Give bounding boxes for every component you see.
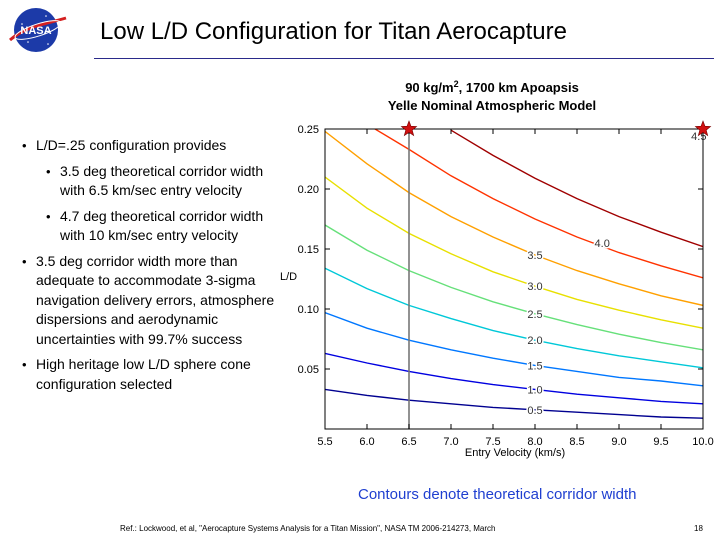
bullet-item: 3.5 deg corridor width more than adequat…: [16, 252, 284, 350]
y-tick-label: 0.15: [298, 244, 319, 256]
bullet-list: L/D=.25 configuration provides 3.5 deg t…: [16, 136, 284, 400]
x-tick-label: 6.0: [359, 436, 374, 448]
bullet-item: High heritage low L/D sphere cone config…: [16, 355, 284, 394]
x-tick-label: 8.0: [527, 436, 542, 448]
chart-title-line-2: Yelle Nominal Atmospheric Model: [388, 98, 596, 113]
y-tick-label: 0.10: [298, 304, 319, 316]
contour-line-4-0: [373, 129, 703, 279]
contour-label: 0.5: [527, 405, 542, 417]
x-tick-label: 7.0: [443, 436, 458, 448]
chart-title-superscript: 2: [454, 79, 459, 89]
y-tick-label: 0.05: [298, 364, 319, 376]
chart-caption: Contours denote theoretical corridor wid…: [358, 486, 637, 503]
x-tick-label: 8.5: [569, 436, 584, 448]
nasa-logo-text: NASA: [20, 25, 51, 37]
page-title: Low L/D Configuration for Titan Aerocapt…: [100, 18, 567, 45]
star-marker: [694, 120, 712, 137]
contour-label: 2.0: [527, 335, 542, 347]
contour-line-1-5: [325, 311, 703, 387]
contour-line-0-5: [325, 388, 703, 419]
contour-line-4-5: [450, 129, 703, 248]
x-tick-label: 10.0: [692, 436, 713, 448]
contour-label: 4.0: [595, 238, 610, 250]
x-tick-label: 9.5: [653, 436, 668, 448]
sub-bullet-item: 3.5 deg theoretical corridor width with …: [16, 162, 284, 201]
y-tick-label: 0.25: [298, 124, 319, 136]
contour-line-2-5: [325, 224, 703, 351]
contour-line-3-5: [325, 130, 703, 307]
star-marker: [400, 120, 418, 137]
page-number: 18: [694, 524, 703, 533]
x-axis-label: Entry Velocity (km/s): [465, 447, 565, 459]
plot-frame: [324, 128, 704, 430]
contour-label: 1.5: [527, 360, 542, 372]
contour-label: 2.5: [527, 309, 542, 321]
reference-citation: Ref.: Lockwood, et al, "Aerocapture Syst…: [120, 524, 496, 533]
x-tick-label: 5.5: [317, 436, 332, 448]
contour-label: 3.0: [527, 281, 542, 293]
contour-line-1-0: [325, 352, 703, 405]
corridor-contour-chart: 90 kg/m2, 1700 km Apoapsis Yelle Nominal…: [280, 79, 714, 459]
contour-label: 3.5: [527, 250, 542, 262]
y-axis-label: L/D: [280, 271, 297, 283]
title-divider: [94, 58, 714, 59]
x-tick-label: 6.5: [401, 436, 416, 448]
x-tick-label: 7.5: [485, 436, 500, 448]
chart-title-line-1: 90 kg/m2, 1700 km Apoapsis: [405, 79, 579, 95]
contour-line-3-0: [325, 176, 703, 329]
sub-bullet-item: 4.7 deg theoretical corridor width with …: [16, 207, 284, 246]
contour-label: 1.0: [527, 384, 542, 396]
bullet-item: L/D=.25 configuration provides: [16, 136, 284, 156]
y-tick-label: 0.20: [298, 184, 319, 196]
x-tick-label: 9.0: [611, 436, 626, 448]
contour-line-2-0: [325, 267, 703, 369]
nasa-logo: NASA: [9, 8, 67, 52]
